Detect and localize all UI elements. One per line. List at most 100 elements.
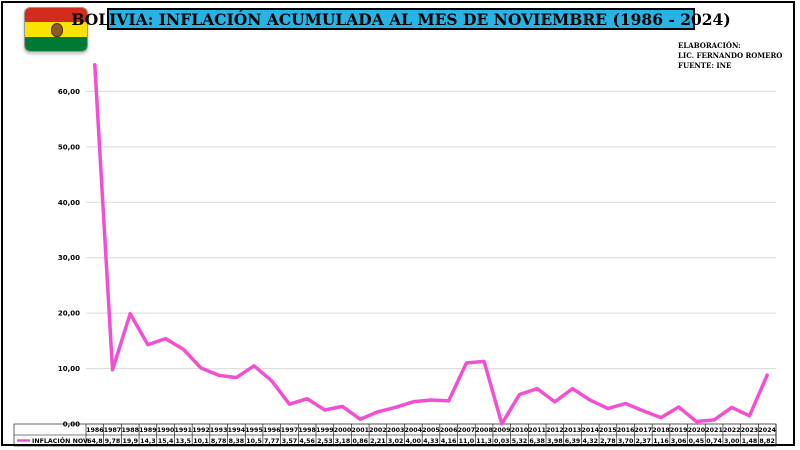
x-tick-label: 1992 [192, 427, 210, 434]
data-label: 8,38 [229, 438, 245, 445]
data-point [306, 397, 309, 400]
credits-line-elaboracion: ELABORACIÓN: [678, 41, 741, 50]
data-label: 13,5 [176, 438, 192, 445]
data-point [624, 402, 627, 405]
data-label: 9,78 [105, 438, 121, 445]
x-tick-label: 2018 [652, 427, 670, 434]
x-tick-label: 1997 [281, 427, 299, 434]
data-point [235, 376, 238, 379]
data-point [660, 416, 663, 419]
data-point [606, 407, 609, 410]
data-point [730, 406, 733, 409]
chart-title-box: BOLIVIA: INFLACIÓN ACUMULADA AL MES DE N… [71, 8, 731, 30]
data-point [146, 343, 149, 346]
data-label: 8,82 [759, 438, 775, 445]
x-tick-label: 1999 [316, 427, 334, 434]
data-point [677, 406, 680, 409]
x-tick-label: 1986 [86, 427, 104, 434]
data-label: 2,21 [370, 438, 386, 445]
x-tick-label: 2014 [581, 427, 599, 434]
x-tick-label: 2008 [475, 427, 493, 434]
data-point [465, 362, 468, 365]
legend-label: INFLACIÓN NOV. [32, 436, 90, 445]
x-tick-label: 2004 [405, 427, 423, 434]
x-tick-label: 1988 [121, 427, 139, 434]
data-label: 7,77 [264, 438, 280, 445]
data-point [288, 403, 291, 406]
data-point [695, 420, 698, 423]
data-label: 10,1 [193, 438, 209, 445]
data-label: 0,03 [494, 438, 510, 445]
credits-line-source: FUENTE: INE [678, 61, 732, 70]
data-point [430, 398, 433, 401]
data-point [323, 408, 326, 411]
data-point [200, 367, 203, 370]
data-label: 5,32 [512, 438, 528, 445]
data-point [766, 374, 769, 377]
flag-red-stripe [25, 8, 87, 23]
x-tick-label: 2015 [599, 427, 617, 434]
x-tick-label: 2002 [369, 427, 387, 434]
y-tick-label: 60,00 [58, 88, 80, 96]
data-label: 64,8 [87, 438, 103, 445]
bolivia-flag-icon [24, 7, 88, 52]
y-tick-label: 20,00 [58, 310, 80, 318]
data-label: 14,3 [140, 438, 156, 445]
series-line-inflacion [93, 63, 769, 426]
x-tick-label: 1995 [245, 427, 263, 434]
data-label: 0,86 [352, 438, 368, 445]
data-point [93, 63, 96, 66]
x-tick-label: 1994 [228, 427, 246, 434]
data-point [164, 337, 167, 340]
data-label: 15,4 [158, 438, 174, 445]
data-label: 1,16 [653, 438, 669, 445]
data-point [129, 312, 132, 315]
y-tick-label: 40,00 [58, 199, 80, 207]
x-tick-label: 2020 [688, 427, 706, 434]
data-point [518, 393, 521, 396]
x-tick-label: 2010 [511, 427, 529, 434]
data-label: 3,02 [388, 438, 404, 445]
data-point [642, 409, 645, 412]
y-tick-label: 30,00 [58, 254, 80, 262]
flag-emblem-icon [51, 23, 63, 37]
data-point [536, 387, 539, 390]
data-label: 4,16 [441, 438, 457, 445]
x-tick-label: 2013 [564, 427, 582, 434]
x-tick-label: 2005 [422, 427, 440, 434]
data-label: 0,45 [689, 438, 705, 445]
data-point [182, 348, 185, 351]
data-label: 4,00 [406, 438, 422, 445]
data-label: 4,32 [582, 438, 598, 445]
data-point [341, 405, 344, 408]
data-point [589, 399, 592, 402]
x-tick-label: 2006 [440, 427, 458, 434]
data-point [270, 379, 273, 382]
y-tick-label: 10,00 [58, 365, 80, 373]
data-point [500, 422, 503, 425]
x-tick-label: 1993 [210, 427, 228, 434]
x-tick-label: 2007 [458, 427, 476, 434]
data-label: 2,53 [317, 438, 333, 445]
data-point [713, 418, 716, 421]
x-tick-label: 2001 [351, 427, 369, 434]
y-tick-label: 50,00 [58, 143, 80, 151]
data-label: 0,74 [706, 438, 722, 445]
data-label: 6,38 [529, 438, 545, 445]
data-point [571, 387, 574, 390]
credits-line-author: LIC. FERNANDO ROMERO [678, 51, 783, 60]
x-tick-label: 2022 [723, 427, 741, 434]
x-tick-label: 2009 [493, 427, 511, 434]
data-label: 19,9 [122, 438, 138, 445]
data-point [748, 414, 751, 417]
data-label: 4,56 [299, 438, 315, 445]
data-point [447, 399, 450, 402]
data-point [111, 368, 114, 371]
data-point [553, 400, 556, 403]
data-label: 11,3 [476, 438, 492, 445]
data-point [394, 406, 397, 409]
data-label: 3,98 [547, 438, 563, 445]
x-tick-label: 2012 [546, 427, 564, 434]
